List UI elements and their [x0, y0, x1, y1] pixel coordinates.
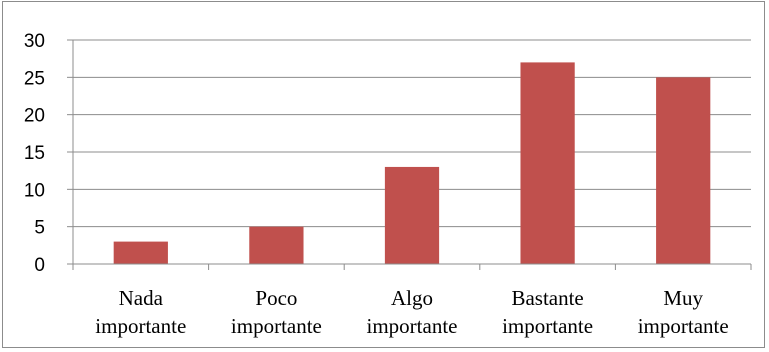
y-tick-label: 0: [34, 255, 45, 276]
bar: [520, 62, 575, 265]
bar: [384, 166, 440, 264]
bar: [249, 226, 304, 264]
y-tick-label: 10: [24, 180, 45, 201]
bar: [656, 77, 711, 264]
y-tick-label: 20: [24, 106, 45, 127]
x-category-label: Poco: [255, 286, 297, 310]
x-category-label: Algo: [391, 286, 433, 310]
y-axis-tick-labels: 0 5 10 15 20 25 30: [24, 31, 45, 276]
x-category-label: importante: [367, 314, 458, 338]
bars: [113, 62, 711, 265]
x-axis-category-labels: Nada importante Poco importante Algo importan…: [95, 286, 728, 338]
x-category-label: Bastante: [511, 286, 583, 310]
x-category-label: importante: [95, 314, 186, 338]
chart-area: [2, 1, 765, 348]
x-category-label: Muy: [663, 286, 703, 310]
axes: [67, 39, 752, 270]
x-category-label: importante: [638, 314, 729, 338]
y-tick-label: 15: [24, 143, 45, 164]
gridlines: [73, 39, 751, 228]
y-tick-label: 25: [24, 68, 45, 89]
y-tick-label: 5: [34, 218, 45, 239]
y-tick-label: 30: [24, 31, 45, 52]
x-category-label: importante: [231, 314, 322, 338]
bar: [113, 241, 168, 264]
x-category-label: importante: [502, 314, 593, 338]
x-category-label: Nada: [119, 286, 164, 310]
